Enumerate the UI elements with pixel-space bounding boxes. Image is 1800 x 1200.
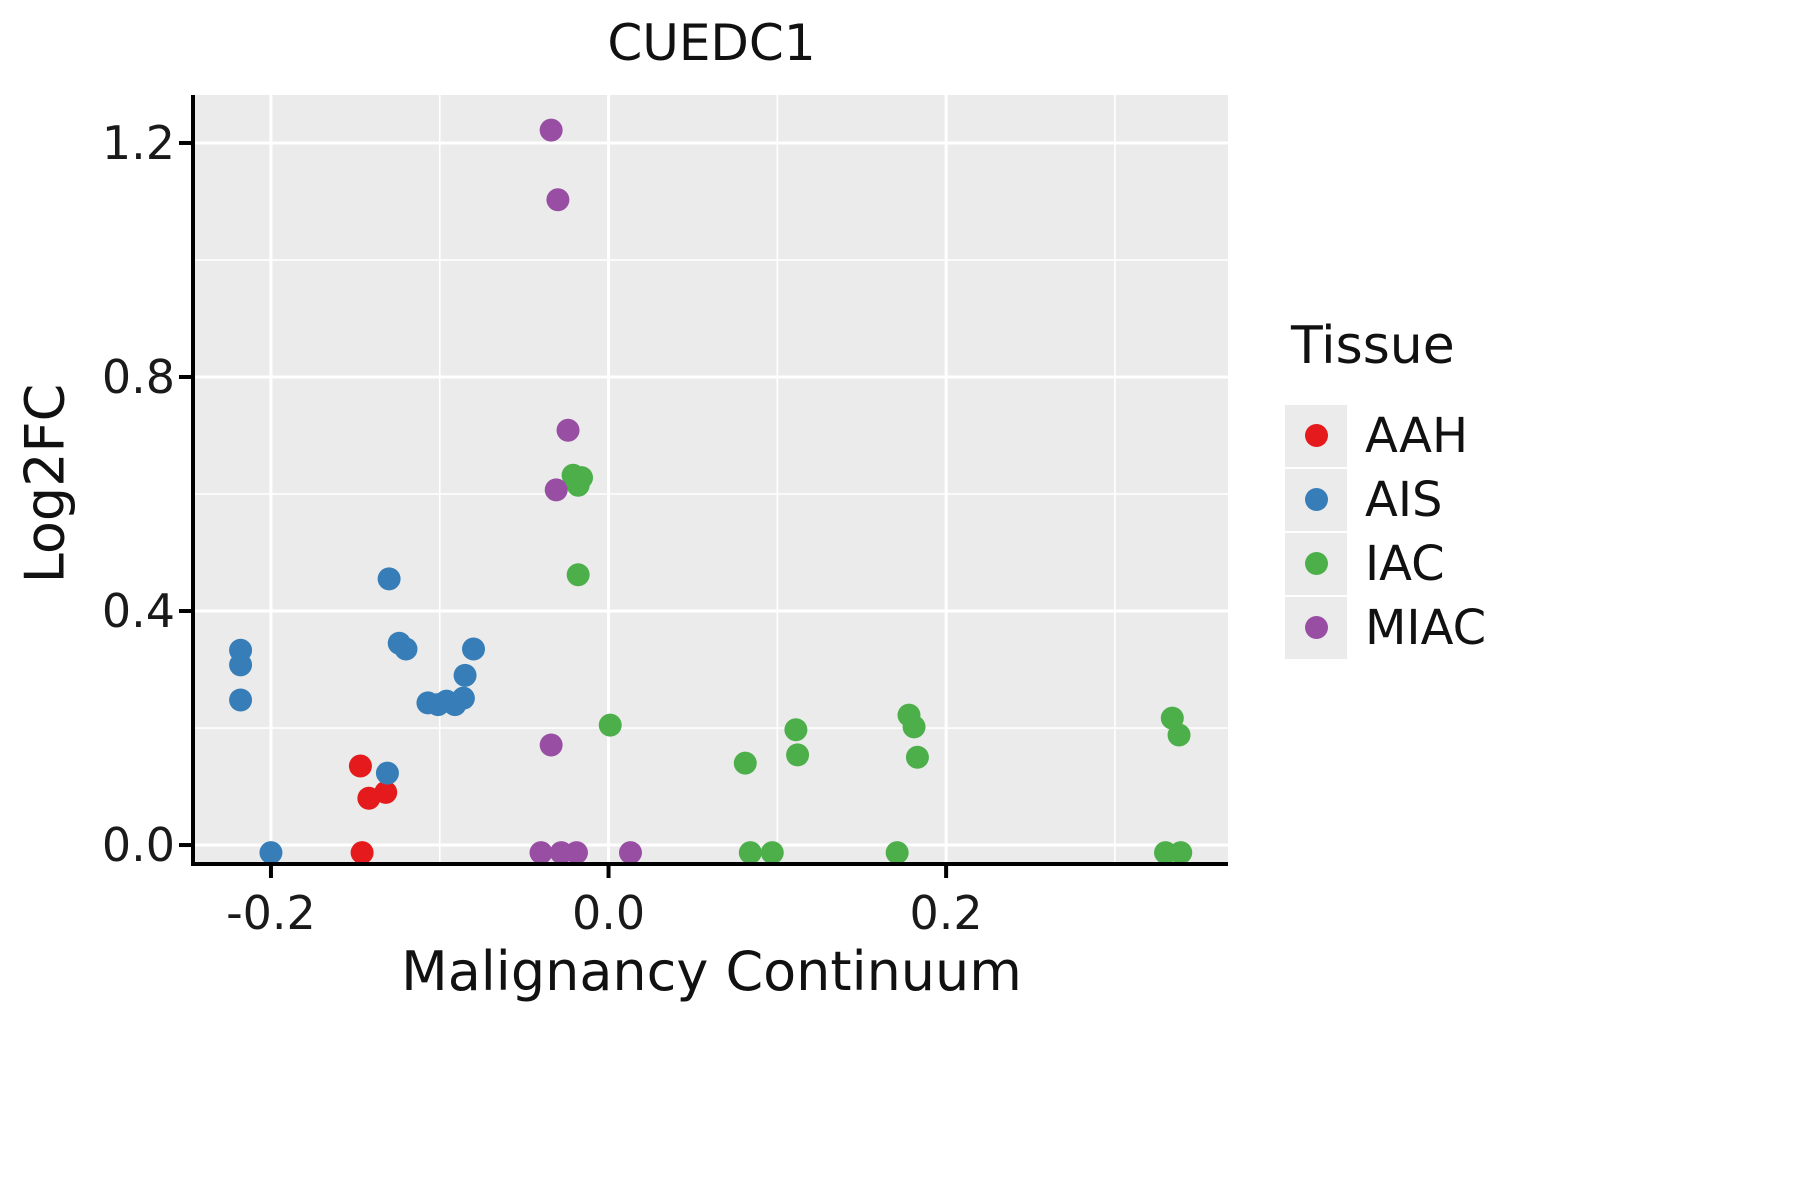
data-point-miac — [618, 841, 642, 865]
legend-dot-icon — [1304, 488, 1328, 511]
data-point-iac — [1167, 723, 1191, 747]
data-point-aah — [348, 754, 372, 778]
data-point-ais — [259, 841, 283, 865]
y-tick-label: 0.0 — [101, 818, 175, 873]
legend-item-iac: IAC — [1285, 532, 1486, 596]
x-axis-label: Malignancy Continuum — [401, 940, 1022, 1003]
data-point-ais — [453, 663, 477, 687]
data-point-iac — [738, 841, 762, 865]
legend-dot-icon — [1304, 552, 1328, 575]
data-point-iac — [570, 466, 594, 490]
legend-label: MIAC — [1365, 600, 1487, 656]
data-point-ais — [375, 761, 399, 785]
x-tick-label: -0.2 — [226, 886, 316, 940]
legend-label: AAH — [1365, 408, 1469, 464]
legend: Tissue AAH AIS IAC MIAC — [1285, 316, 1486, 660]
data-point-miac — [556, 418, 580, 442]
x-tick-label: 0.0 — [571, 886, 646, 940]
y-tick-label: 0.8 — [101, 349, 175, 404]
data-point-ais — [451, 686, 475, 710]
legend-dot-icon — [1304, 616, 1328, 639]
data-point-iac — [786, 743, 810, 767]
legend-key — [1285, 596, 1347, 659]
data-point-miac — [539, 118, 563, 142]
data-point-miac — [564, 841, 588, 865]
legend-label: IAC — [1365, 536, 1445, 592]
plot-panel — [195, 95, 1228, 862]
data-point-miac — [544, 478, 568, 502]
legend-key — [1285, 404, 1347, 467]
data-point-ais — [229, 653, 253, 677]
data-point-iac — [784, 718, 808, 742]
legend-item-ais: AIS — [1285, 468, 1486, 532]
data-point-iac — [902, 715, 926, 739]
data-point-aah — [374, 780, 398, 804]
data-point-aah — [350, 841, 374, 865]
data-point-iac — [733, 751, 757, 775]
chart-title: CUEDC1 — [607, 14, 816, 72]
data-point-iac — [760, 841, 784, 865]
legend-key — [1285, 532, 1347, 595]
data-point-iac — [905, 745, 929, 769]
data-point-ais — [462, 637, 486, 661]
legend-item-miac: MIAC — [1285, 596, 1486, 660]
data-point-miac — [539, 733, 563, 757]
data-point-iac — [885, 841, 909, 865]
data-point-iac — [598, 713, 622, 737]
data-point-miac — [546, 188, 570, 212]
x-tick-label: 0.2 — [909, 886, 983, 940]
legend-key — [1285, 468, 1347, 531]
legend-label: AIS — [1365, 472, 1443, 528]
legend-title: Tissue — [1291, 316, 1455, 376]
legend-item-aah: AAH — [1285, 404, 1486, 468]
data-point-iac — [566, 563, 590, 587]
data-point-ais — [394, 637, 418, 661]
legend-dot-icon — [1304, 424, 1328, 447]
data-point-ais — [377, 567, 401, 591]
y-tick-label: 1.2 — [101, 115, 175, 170]
data-point-ais — [229, 688, 253, 712]
y-tick-label: 0.4 — [101, 584, 175, 638]
data-point-miac — [529, 841, 553, 865]
legend-items: AAH AIS IAC MIAC — [1285, 404, 1486, 660]
data-point-iac — [1169, 841, 1193, 865]
